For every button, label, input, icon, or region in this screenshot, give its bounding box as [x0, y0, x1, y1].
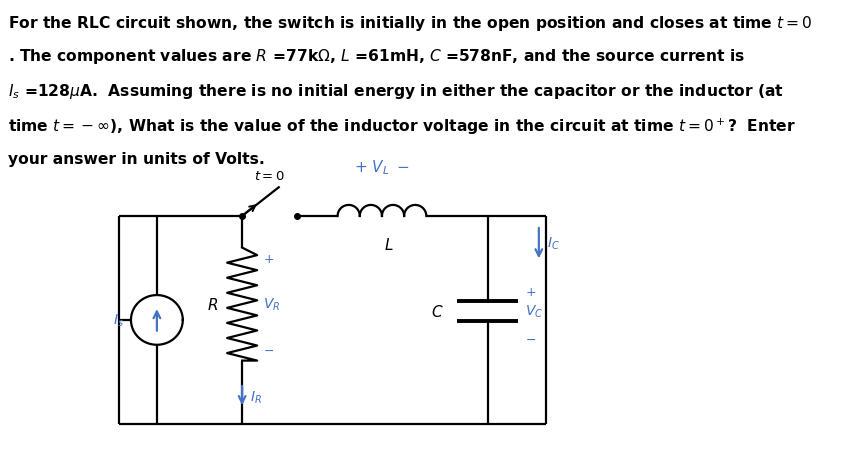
Text: time $t = -\infty$), What is the value of the inductor voltage in the circuit at: time $t = -\infty$), What is the value o…	[8, 117, 797, 137]
Text: $I_C$: $I_C$	[547, 235, 560, 252]
Text: $V_C$: $V_C$	[525, 303, 543, 319]
Text: $R$: $R$	[207, 296, 218, 313]
Text: $V_R$: $V_R$	[263, 296, 280, 313]
Text: $+$: $+$	[263, 253, 274, 266]
Text: $-$: $-$	[525, 333, 536, 345]
Text: $+$: $+$	[525, 286, 536, 299]
Text: $C$: $C$	[431, 303, 444, 319]
Text: $I_R$: $I_R$	[250, 389, 262, 405]
Text: your answer in units of Volts.: your answer in units of Volts.	[8, 152, 265, 166]
Text: $L$: $L$	[384, 237, 393, 253]
Text: . The component values are $R$ =77k$\Omega$, $L$ =61mH, $C$ =578nF, and the sour: . The component values are $R$ =77k$\Ome…	[8, 47, 745, 66]
Text: $t = 0$: $t = 0$	[254, 170, 285, 183]
Text: $I_s$: $I_s$	[113, 312, 124, 328]
Text: $-$: $-$	[263, 343, 274, 356]
Text: $I_s$ =128$\mu$A.  Assuming there is no initial energy in either the capacitor o: $I_s$ =128$\mu$A. Assuming there is no i…	[8, 82, 784, 101]
Text: $+\ V_L\ -$: $+\ V_L\ -$	[354, 158, 410, 176]
Text: For the RLC circuit shown, the switch is initially in the open position and clos: For the RLC circuit shown, the switch is…	[8, 14, 813, 32]
